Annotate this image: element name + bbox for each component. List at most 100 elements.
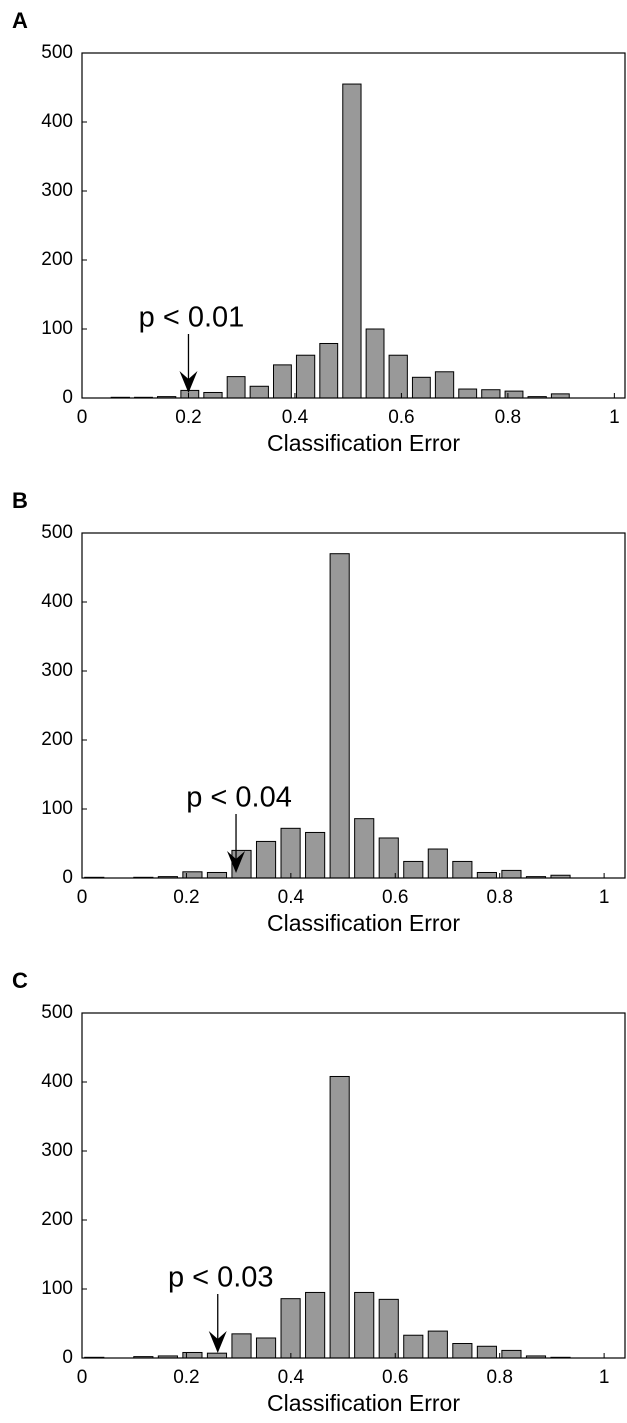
x-tick-label: 0 [77,887,88,908]
bar [427,848,448,878]
x-tick-label: 1 [609,407,620,428]
panel: A 0 100 200 300 400 500 0 0.2 0.4 0.6 0.8 1 Classific… [12,8,626,456]
y-tick-label: 200 [41,1209,73,1230]
x-tick-label: 0.6 [388,407,414,428]
bar [476,871,497,878]
y-tick-label: 0 [62,867,73,888]
bars [84,553,571,878]
bar [231,1333,252,1358]
bars [110,83,570,398]
x-tick-label: 0.8 [495,407,521,428]
bar [206,1352,228,1358]
x-tick-label: 0.8 [486,887,512,908]
bar [273,364,292,398]
axes-box [81,1012,626,1359]
bar [458,388,478,398]
axes-box [81,52,626,399]
x-tick-label: 1 [599,1367,610,1388]
y-tick-label: 100 [41,798,73,819]
y-tick-label: 300 [41,1140,73,1161]
x-tick-label: 0.4 [278,887,305,908]
bar [504,390,524,398]
bar [403,1334,424,1358]
bar [182,1351,203,1358]
bar [378,837,399,878]
y-tick-label: 0 [62,1347,73,1368]
x-tick-label: 0.4 [282,407,309,428]
arrow-head [227,851,246,873]
y-tick-label: 400 [41,111,73,132]
x-axis-label: Classification Error [267,430,460,456]
panel-label: C [12,968,28,993]
bar [182,871,203,878]
y-tick-label: 200 [41,249,73,270]
annotation: p < 0.04 [186,782,292,814]
annotation: p < 0.01 [139,302,245,334]
bar [501,1349,522,1358]
panel-label: B [12,488,28,513]
bar [354,1291,375,1358]
x-tick-label: 0.2 [173,887,199,908]
bar [525,1355,547,1358]
bar [280,827,301,878]
panel: B 0 100 200 300 400 500 0 0.2 0.4 0.6 0.8 1 Classific… [12,488,626,936]
axes-box [81,532,626,879]
bar [476,1345,497,1358]
arrow-head [179,371,198,393]
y-tick-label: 300 [41,660,73,681]
bar [550,393,570,398]
x-tick-label: 0 [77,407,88,428]
bar [255,840,277,878]
bar [295,354,316,398]
bar [452,860,473,878]
bar [427,1330,448,1358]
bar [203,391,223,398]
y-tick-label: 300 [41,180,73,201]
y-tick-label: 400 [41,1071,73,1092]
panel: C 0 100 200 300 400 500 0 0.2 0.4 0.6 0.8 1 Classific… [12,968,626,1416]
bar [226,376,246,398]
panel-label: A [12,8,28,33]
bar [329,1075,350,1358]
y-tick-label: 100 [41,1278,73,1299]
bar [403,860,424,878]
x-tick-label: 0.2 [175,407,201,428]
bar [481,389,501,398]
bar [452,1343,473,1358]
y-tick-label: 100 [41,318,73,339]
x-tick-label: 1 [599,887,610,908]
x-tick-label: 0.6 [382,1367,408,1388]
arrow-head [208,1331,227,1353]
bar [255,1337,277,1358]
bar [180,389,200,398]
x-tick-label: 0 [77,1367,88,1388]
bar [305,831,326,878]
y-tick-label: 400 [41,591,73,612]
bar [354,818,375,878]
bar [305,1291,326,1358]
x-tick-label: 0.8 [486,1367,512,1388]
bar [329,553,350,878]
x-tick-label: 0.4 [278,1367,305,1388]
y-tick-label: 0 [62,387,73,408]
bar [365,328,385,398]
bar [434,371,455,398]
y-tick-label: 200 [41,729,73,750]
bar [319,342,339,398]
y-tick-label: 500 [41,42,73,63]
bar [206,871,228,878]
x-axis-label: Classification Error [267,1390,460,1416]
bar [388,354,408,398]
y-tick-label: 500 [41,1002,73,1023]
x-tick-label: 0.6 [382,887,408,908]
bars [84,1075,571,1358]
bar [157,1355,178,1358]
bar [342,83,362,398]
x-tick-label: 0.2 [173,1367,199,1388]
bar [249,385,269,398]
x-axis-label: Classification Error [267,910,460,936]
bar [378,1298,399,1358]
bar [411,376,431,398]
